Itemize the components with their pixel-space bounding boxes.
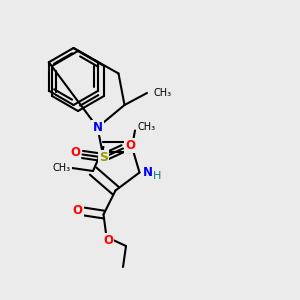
Text: O: O [103,234,113,247]
Text: N: N [92,121,103,134]
Text: CH₃: CH₃ [154,88,172,98]
Text: CH₃: CH₃ [138,122,156,132]
Text: O: O [72,203,82,217]
Text: H: H [153,171,162,181]
Text: O: O [125,139,136,152]
Text: S: S [99,151,108,164]
Text: CH₃: CH₃ [52,163,70,173]
Text: O: O [70,146,80,160]
Text: N: N [143,166,153,179]
